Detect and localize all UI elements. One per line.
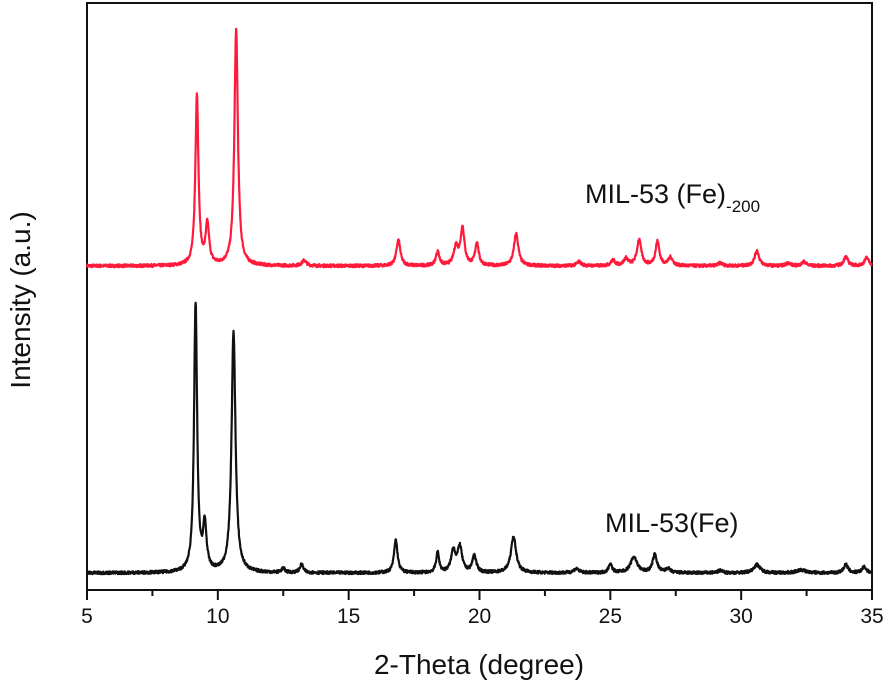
x-tick-label: 35 <box>860 605 883 628</box>
y-axis-title: Intensity (a.u.) <box>5 211 36 388</box>
x-tick-label: 30 <box>729 605 752 628</box>
x-tick-label: 20 <box>468 605 491 628</box>
series-label-mil53fe-200: MIL-53 (Fe)-200 <box>585 179 760 216</box>
x-axis-ticks: 5 10 15 20 25 30 35 <box>81 590 884 628</box>
x-tick-label: 25 <box>599 605 622 628</box>
plot-frame <box>86 2 873 591</box>
series-line-mil53fe-200 <box>85 27 873 269</box>
x-tick-label: 10 <box>206 605 229 628</box>
series-line-mil53fe <box>85 301 873 576</box>
series-group <box>85 27 873 576</box>
x-axis-title: 2-Theta (degree) <box>374 649 584 680</box>
x-tick-label: 15 <box>337 605 360 628</box>
series-label-mil53fe: MIL-53(Fe) <box>605 508 739 538</box>
x-tick-label: 5 <box>81 605 93 628</box>
